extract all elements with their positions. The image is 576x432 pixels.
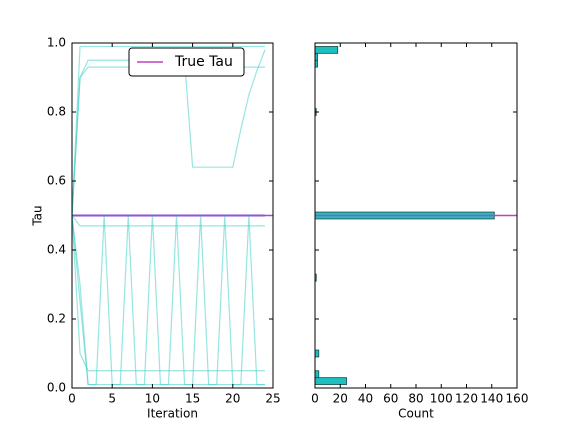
- legend-box: [128, 47, 245, 77]
- x-tick-label: 15: [185, 392, 200, 406]
- y-tick-label: 0.0: [47, 381, 66, 395]
- y-tick-label: 0.2: [47, 312, 66, 326]
- x-tick-label: 10: [145, 392, 160, 406]
- hist-bar: [315, 370, 320, 379]
- x-tick-label: 80: [408, 392, 423, 406]
- legend-label: True Tau: [174, 54, 233, 70]
- x-tick-label: 25: [265, 392, 280, 406]
- trace-line: [72, 215, 265, 386]
- x-axis-label: Count: [398, 407, 434, 421]
- hist-bar: [315, 349, 320, 358]
- x-tick-label: 60: [383, 392, 398, 406]
- y-tick-label: 1.0: [47, 36, 66, 50]
- x-tick-label: 5: [108, 392, 116, 406]
- y-tick-label: 0.8: [47, 105, 66, 119]
- y-tick-label: 0.6: [47, 174, 66, 188]
- y-axis-label: Tau: [31, 205, 45, 226]
- y-tick-label: 0.4: [47, 243, 66, 257]
- hist-bar: [315, 273, 317, 282]
- hist-bar: [315, 46, 339, 54]
- x-tick-label: 140: [480, 392, 503, 406]
- x-tick-label: 160: [506, 392, 529, 406]
- x-tick-label: 40: [358, 392, 373, 406]
- x-tick-label: 120: [455, 392, 478, 406]
- x-tick-label: 0: [311, 392, 319, 406]
- hist-bar: [315, 377, 347, 385]
- x-tick-label: 0: [68, 392, 76, 406]
- trace-line: [72, 66, 265, 216]
- trace-line: [72, 215, 265, 386]
- x-axis-label: Iteration: [147, 407, 198, 421]
- trace-line: [72, 215, 265, 227]
- axes-frame: [71, 42, 274, 389]
- x-tick-label: 20: [333, 392, 348, 406]
- x-tick-label: 100: [430, 392, 453, 406]
- x-tick-label: 20: [225, 392, 240, 406]
- trace-line: [72, 215, 265, 372]
